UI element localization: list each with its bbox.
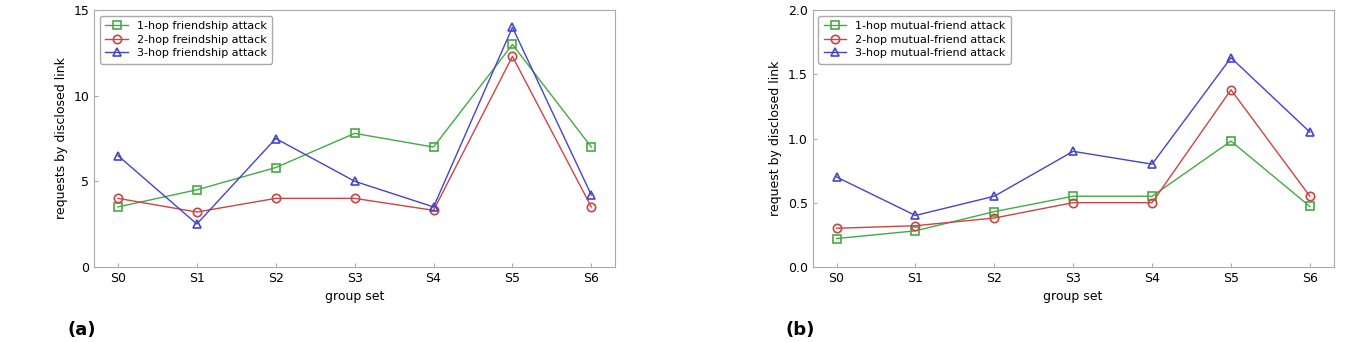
Y-axis label: requests by disclosed link: requests by disclosed link <box>55 57 67 220</box>
3-hop mutual-friend attack <box>986 194 1002 198</box>
Legend: 1-hop mutual-friend attack, 2-hop mutual-friend attack, 3-hop mutual-friend atta: 1-hop mutual-friend attack, 2-hop mutual… <box>819 16 1012 64</box>
1-hop friendship attack <box>189 188 205 192</box>
1-hop friendship attack <box>346 131 362 135</box>
1-hop friendship attack <box>110 205 127 209</box>
2-hop freindship attack <box>189 210 205 214</box>
1-hop friendship attack <box>504 42 520 47</box>
Text: (b): (b) <box>785 320 815 339</box>
3-hop friendship attack <box>583 193 599 197</box>
Legend: 1-hop friendship attack, 2-hop freindship attack, 3-hop friendship attack: 1-hop friendship attack, 2-hop freindshi… <box>100 16 272 64</box>
2-hop freindship attack <box>504 54 520 58</box>
X-axis label: group set: group set <box>325 290 384 303</box>
3-hop friendship attack <box>426 205 442 209</box>
2-hop mutual-friend attack <box>828 226 845 231</box>
3-hop friendship attack <box>268 136 284 141</box>
2-hop freindship attack <box>583 205 599 209</box>
2-hop freindship attack <box>426 208 442 212</box>
Text: (a): (a) <box>67 320 96 339</box>
2-hop mutual-friend attack <box>1144 200 1160 205</box>
1-hop friendship attack <box>426 145 442 149</box>
1-hop mutual-friend attack <box>1144 194 1160 198</box>
2-hop mutual-friend attack <box>1301 194 1317 198</box>
Line: 1-hop friendship attack: 1-hop friendship attack <box>113 40 595 211</box>
3-hop friendship attack <box>189 222 205 226</box>
2-hop mutual-friend attack <box>986 216 1002 220</box>
3-hop friendship attack <box>504 25 520 29</box>
2-hop mutual-friend attack <box>908 224 924 228</box>
3-hop mutual-friend attack <box>1144 162 1160 166</box>
3-hop mutual-friend attack <box>1065 149 1082 153</box>
Line: 2-hop freindship attack: 2-hop freindship attack <box>113 52 595 216</box>
X-axis label: group set: group set <box>1044 290 1103 303</box>
Line: 3-hop mutual-friend attack: 3-hop mutual-friend attack <box>832 54 1315 220</box>
1-hop friendship attack <box>583 145 599 149</box>
1-hop mutual-friend attack <box>828 237 845 241</box>
1-hop mutual-friend attack <box>1301 205 1317 209</box>
2-hop freindship attack <box>346 196 362 200</box>
Line: 3-hop friendship attack: 3-hop friendship attack <box>113 23 595 228</box>
1-hop mutual-friend attack <box>986 210 1002 214</box>
1-hop mutual-friend attack <box>908 229 924 233</box>
1-hop mutual-friend attack <box>1223 139 1239 143</box>
Line: 1-hop mutual-friend attack: 1-hop mutual-friend attack <box>832 137 1315 243</box>
3-hop mutual-friend attack <box>1301 130 1317 134</box>
Line: 2-hop mutual-friend attack: 2-hop mutual-friend attack <box>832 86 1315 233</box>
2-hop freindship attack <box>110 196 127 200</box>
3-hop friendship attack <box>346 179 362 183</box>
1-hop mutual-friend attack <box>1065 194 1082 198</box>
Y-axis label: request by disclosed link: request by disclosed link <box>769 61 783 216</box>
3-hop mutual-friend attack <box>1223 56 1239 60</box>
2-hop mutual-friend attack <box>1223 88 1239 92</box>
3-hop mutual-friend attack <box>908 213 924 218</box>
2-hop freindship attack <box>268 196 284 200</box>
1-hop friendship attack <box>268 166 284 170</box>
3-hop friendship attack <box>110 154 127 158</box>
2-hop mutual-friend attack <box>1065 200 1082 205</box>
3-hop mutual-friend attack <box>828 175 845 179</box>
